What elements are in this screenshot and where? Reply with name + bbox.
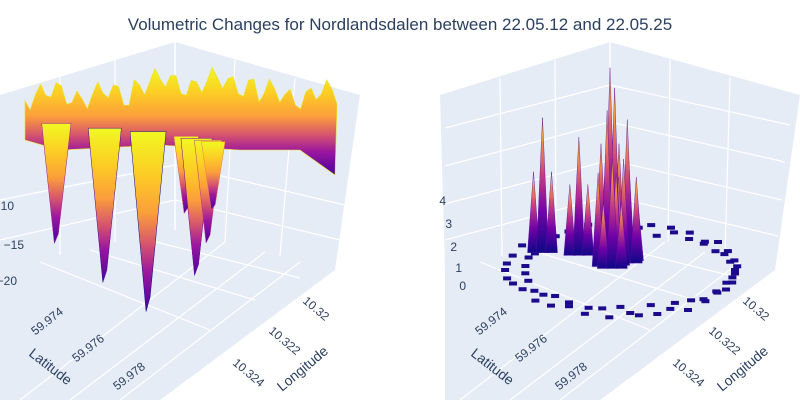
right-lon-tick-2: 10.322	[706, 324, 743, 359]
left-z-tick-1: −20	[0, 274, 17, 288]
right-surface-base-patch	[670, 230, 678, 235]
left-surface-pit	[129, 131, 167, 312]
left-z-tick-3: 10	[1, 199, 15, 213]
right-surface-base-patch	[667, 225, 675, 230]
right-surface-base-patch	[539, 292, 548, 297]
right-surface-spike	[630, 176, 643, 264]
right-surface-base-patch	[508, 253, 517, 258]
right-surface-base-patch	[685, 230, 694, 235]
right-surface-base-patch	[731, 271, 739, 276]
right-surface-base-patch	[598, 306, 607, 311]
right-lon-tick-3: 10.324	[670, 356, 707, 391]
right-surface-base-patch	[685, 237, 694, 241]
right-surface-spike	[615, 202, 628, 269]
right-z-tick-4: 4	[439, 194, 446, 208]
right-surface-base-patch	[723, 249, 732, 254]
right-surface-spike	[581, 184, 595, 256]
right-z-tick-1: 1	[455, 261, 462, 275]
right-surface-base-patch	[722, 287, 730, 292]
right-surface-base-patch	[605, 315, 614, 320]
right-surface-base-patch	[731, 268, 739, 272]
right-surface-base-patch	[616, 304, 625, 309]
right-surface-base-patch	[524, 255, 533, 260]
left-surface	[24, 66, 338, 312]
right-back-wall-right	[610, 42, 800, 270]
right-gridlines	[444, 59, 791, 400]
right-surface-base-patch	[584, 305, 593, 310]
left-lon-axis-title: Longitude	[274, 342, 332, 394]
right-surface-base-patch	[653, 312, 662, 316]
right-surface-spike	[563, 184, 577, 256]
left-lon-tick-1: 10.32	[300, 294, 332, 324]
right-z-tick-2: 2	[450, 240, 457, 254]
right-surface-base-patch	[712, 289, 721, 294]
right-surface-base-patch	[699, 297, 708, 302]
left-scene[interactable]: −20 −15 10 59.974 59.976 59.978 Latitude…	[0, 42, 360, 400]
right-surface-base-patch	[730, 258, 739, 263]
right-surface-base-patch	[547, 303, 555, 308]
right-surface-base-patch	[521, 264, 530, 268]
right-surface-base-patch	[647, 223, 656, 228]
right-surface-base-patch	[626, 311, 635, 315]
right-surface-base-patch	[722, 280, 731, 285]
right-surface-spike	[536, 117, 549, 253]
right-surface-base-patch	[687, 298, 696, 303]
right-surface-base-patch	[531, 298, 540, 303]
right-z-tick-0: 0	[459, 279, 466, 293]
left-lon-tick-2: 10.322	[266, 324, 303, 359]
right-surface-base-patch	[728, 280, 737, 285]
right-surface-base-patch	[666, 306, 675, 311]
left-surface-pit	[41, 123, 72, 244]
right-surface-base-patch	[530, 251, 539, 256]
right-surface-base-patch	[503, 276, 512, 281]
right-surface-spike	[606, 158, 619, 269]
right-surface-base-patch	[726, 259, 735, 264]
right-surface-base-patch	[728, 275, 737, 280]
right-scene[interactable]: 0 1 2 3 4 59.974 59.976 59.978 Latitude …	[439, 42, 800, 400]
left-surface-plateau	[24, 66, 338, 176]
right-surface-base-patch	[733, 264, 742, 269]
right-surface-base-patch	[502, 261, 511, 266]
right-surface	[501, 67, 742, 320]
right-surface-base-patch	[518, 243, 527, 248]
right-surface-base-patch	[711, 249, 720, 254]
left-surface-pit	[201, 141, 226, 211]
right-surface-spike	[572, 137, 586, 256]
right-surface-spike	[597, 202, 610, 269]
left-z-tick-2: −15	[4, 238, 25, 252]
right-surface-base-patch	[714, 240, 722, 244]
right-surface-base-patch	[684, 308, 692, 312]
right-surface-base-patch	[565, 304, 573, 309]
right-surface-base-patch	[652, 233, 661, 238]
left-surface-pit	[87, 127, 122, 283]
right-lon-axis-title: Longitude	[714, 342, 772, 394]
right-surface-base-patch	[580, 311, 589, 316]
right-z-tick-3: 3	[445, 217, 452, 231]
right-surface-base-patch	[551, 294, 560, 298]
right-surface-base-patch	[646, 303, 655, 308]
right-surface-base-patch	[524, 278, 533, 283]
right-surface-spike	[527, 171, 540, 253]
right-surface-spike	[545, 171, 558, 253]
right-surface-base-patch	[530, 288, 539, 293]
right-surface-base-patch	[720, 252, 729, 257]
right-surface-base-patch	[521, 271, 530, 276]
right-surface-base-patch	[565, 300, 573, 305]
right-surface-base-patch	[670, 300, 679, 305]
figure-title: Volumetric Changes for Nordlandsdalen be…	[128, 15, 672, 34]
right-surface-base-patch	[699, 241, 708, 246]
right-lon-tick-1: 10.32	[740, 294, 772, 324]
left-floor	[0, 230, 335, 400]
right-surface-base-patch	[501, 268, 510, 272]
right-surface-base-patch	[634, 313, 643, 318]
right-surface-base-patch	[509, 281, 517, 286]
left-lon-tick-3: 10.324	[230, 356, 267, 391]
right-surface-base-patch	[518, 287, 527, 292]
